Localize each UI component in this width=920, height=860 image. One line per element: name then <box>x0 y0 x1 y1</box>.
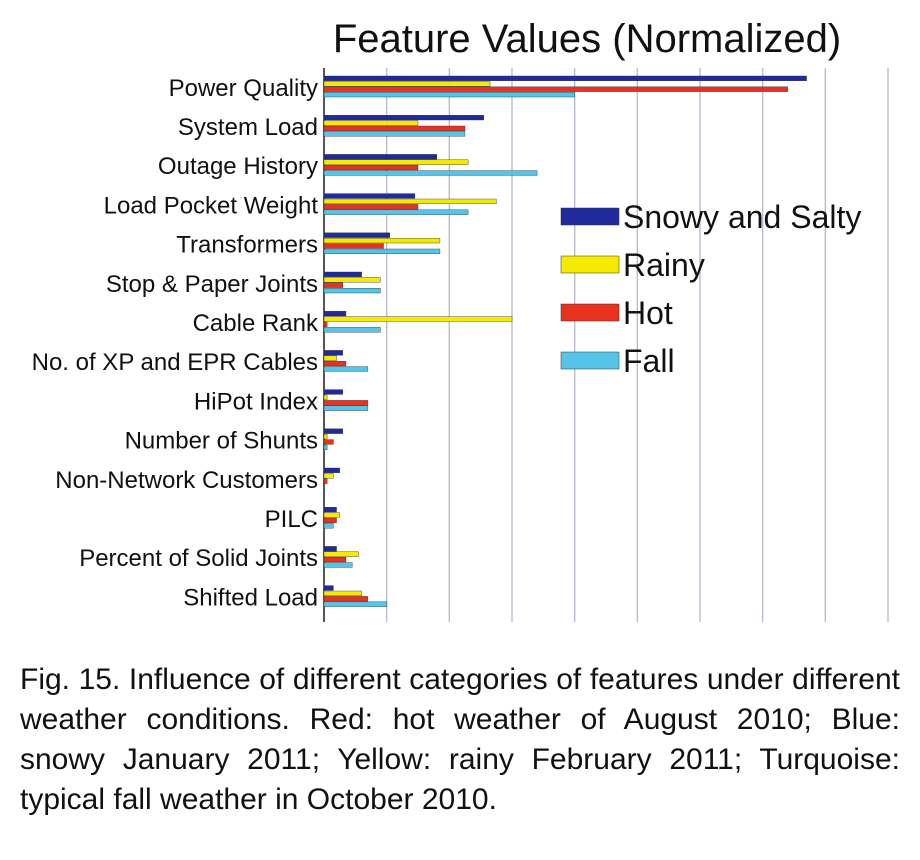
bar-rainy <box>323 394 328 401</box>
bar-hot <box>323 282 343 288</box>
bar-rainy <box>323 590 362 597</box>
category-label: System Load <box>178 114 318 141</box>
category-label: Shifted Load <box>183 584 318 611</box>
bar-hot <box>323 478 328 484</box>
category-label: Outage History <box>158 153 318 180</box>
bar-fall <box>323 405 369 411</box>
bar-rainy <box>323 551 359 557</box>
legend-swatch <box>560 255 620 274</box>
bar-hot <box>323 439 334 445</box>
bar-snowy-and-salty <box>323 271 362 278</box>
category-labels: Power Quality System Load Outage History Lo… <box>32 75 319 612</box>
legend-swatch <box>560 207 620 226</box>
bar-hot <box>323 361 347 367</box>
category-label: Number of Shunts <box>125 428 318 455</box>
figure-caption: Fig. 15. Influence of different categori… <box>20 663 900 816</box>
category-label: PILC <box>265 506 318 533</box>
bar-rainy <box>323 237 441 244</box>
category-label: Power Quality <box>169 75 318 102</box>
bar-snowy-and-salty <box>323 428 343 434</box>
legend-label: Snowy and Salty <box>623 199 861 235</box>
bar-snowy-and-salty <box>323 507 337 513</box>
bar-snowy-and-salty <box>323 75 807 82</box>
bar-rainy <box>323 434 328 440</box>
bar-fall <box>323 601 387 607</box>
bar-rainy <box>323 159 469 165</box>
bars <box>323 75 807 607</box>
bar-snowy-and-salty <box>323 389 343 395</box>
bar-rainy <box>323 473 334 479</box>
legend-swatch <box>560 351 620 370</box>
category-label: No. of XP and EPR Cables <box>32 349 318 376</box>
bar-hot <box>323 243 384 249</box>
bar-rainy <box>323 198 497 205</box>
legend-label: Hot <box>623 295 673 331</box>
legend-label: Rainy <box>623 247 705 283</box>
category-label: Transformers <box>176 232 318 259</box>
bar-snowy-and-salty <box>323 467 340 474</box>
chart-title: Feature Values (Normalized) <box>333 17 841 61</box>
bar-rainy <box>323 120 419 126</box>
bar-rainy <box>323 81 491 87</box>
category-label: HiPot Index <box>194 388 318 415</box>
bar-fall <box>323 562 353 568</box>
bar-fall <box>323 366 369 372</box>
bar-snowy-and-salty <box>323 585 334 591</box>
legend-swatch <box>560 303 620 322</box>
bar-fall <box>323 248 441 255</box>
bar-rainy <box>323 355 337 361</box>
bar-fall <box>323 444 328 451</box>
bar-fall <box>323 288 381 294</box>
bar-hot <box>323 517 337 524</box>
legend-label: Fall <box>623 343 675 379</box>
category-label: Percent of Solid Joints <box>79 545 318 572</box>
bar-snowy-and-salty <box>323 154 438 160</box>
bar-hot <box>323 125 466 132</box>
legend: Snowy and Salty Rainy Hot Fall <box>560 199 861 379</box>
bar-fall <box>323 209 469 215</box>
bar-hot <box>323 164 419 171</box>
bar-fall <box>323 327 381 333</box>
bar-hot <box>323 86 788 92</box>
grid-lines <box>323 68 889 622</box>
category-label: Non-Network Customers <box>55 467 318 494</box>
category-label: Load Pocket Weight <box>104 192 319 219</box>
bar-hot <box>323 596 369 602</box>
bar-snowy-and-salty <box>323 311 347 317</box>
bar-rainy <box>323 512 340 518</box>
bar-fall <box>323 170 538 176</box>
bar-fall <box>323 91 575 98</box>
bar-chart: Feature Values (Normalized) Power Qualit… <box>32 17 889 622</box>
bar-hot <box>323 557 347 563</box>
bar-rainy <box>323 316 513 322</box>
bar-fall <box>323 131 466 137</box>
bar-snowy-and-salty <box>323 546 337 552</box>
category-label: Stop & Paper Joints <box>106 271 318 298</box>
bar-hot <box>323 321 328 328</box>
category-label: Cable Rank <box>193 310 319 337</box>
bar-snowy-and-salty <box>323 232 391 238</box>
bar-snowy-and-salty <box>323 193 416 199</box>
bar-fall <box>323 523 334 529</box>
bar-hot <box>323 204 419 210</box>
bar-snowy-and-salty <box>323 350 343 356</box>
bar-rainy <box>323 277 381 283</box>
bar-hot <box>323 400 369 406</box>
bar-snowy-and-salty <box>323 114 485 121</box>
